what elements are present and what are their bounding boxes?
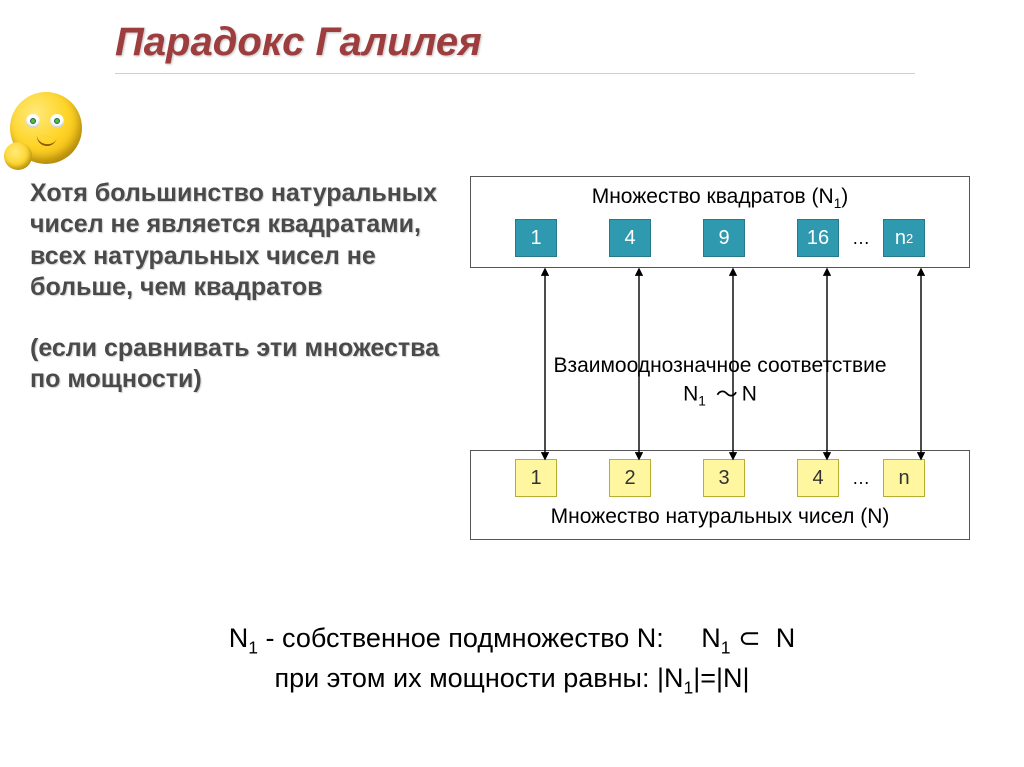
square-cell-n2: n2 xyxy=(883,219,925,257)
footer-text: N1 - собственное подмножество N: N1 ⊂ N … xyxy=(0,620,1024,700)
bijection-label: Взаимооднозначное соответствие N1 〜N xyxy=(470,352,970,411)
natural-cell: 3 xyxy=(703,459,745,497)
thinking-emoji xyxy=(10,92,82,164)
square-cell: 1 xyxy=(515,219,557,257)
square-cell: 16 xyxy=(797,219,839,257)
footer-line2: при этом их мощности равны: |N1|=|N| xyxy=(0,660,1024,700)
set-naturals-label: Множество натуральных чисел (N) xyxy=(471,505,969,529)
natural-cell: 4 xyxy=(797,459,839,497)
paragraph-2: (если сравнивать эти множества по мощнос… xyxy=(30,333,440,396)
title-underline xyxy=(115,73,915,74)
natural-cell-n: n xyxy=(883,459,925,497)
bijection-line2: N1 〜N xyxy=(470,380,970,411)
set-squares-row: 1 4 9 16 … n2 xyxy=(471,219,969,257)
natural-cell: 1 xyxy=(515,459,557,497)
set-naturals-row: 1 2 3 4 … n xyxy=(471,459,969,497)
set-naturals-box: 1 2 3 4 … n Множество натуральных чисел … xyxy=(470,450,970,540)
footer-line1: N1 - собственное подмножество N: N1 ⊂ N xyxy=(0,620,1024,660)
set-squares-label: Множество квадратов (N1) xyxy=(471,185,969,211)
square-cell: 4 xyxy=(609,219,651,257)
set-squares-box: Множество квадратов (N1) 1 4 9 16 … n2 xyxy=(470,176,970,268)
body-text: Хотя большинство натуральных чисел не яв… xyxy=(30,178,440,396)
square-cell: 9 xyxy=(703,219,745,257)
natural-cell: 2 xyxy=(609,459,651,497)
bijection-line1: Взаимооднозначное соответствие xyxy=(470,352,970,380)
ellipsis: … xyxy=(851,468,871,489)
bijection-diagram: Множество квадратов (N1) 1 4 9 16 … n2 В… xyxy=(470,176,970,556)
paragraph-1: Хотя большинство натуральных чисел не яв… xyxy=(30,178,440,303)
ellipsis: … xyxy=(851,228,871,249)
page-title: Парадокс Галилея xyxy=(115,20,482,65)
